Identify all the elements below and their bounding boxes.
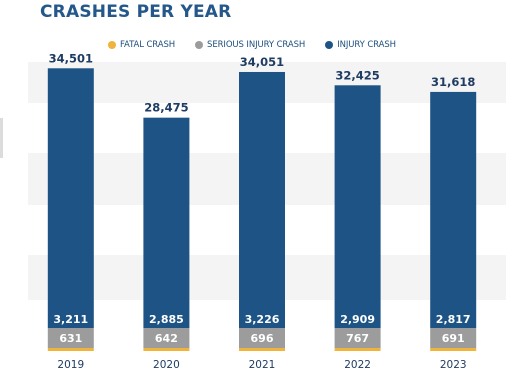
legend-swatch-serious — [195, 41, 204, 49]
injury-label-2022: 2,909 — [340, 313, 375, 326]
serious-label-2021: 696 — [251, 332, 274, 345]
serious-label-2022: 767 — [346, 332, 369, 345]
page-edge-mark — [0, 118, 3, 158]
bar-fatal-2023 — [430, 348, 477, 351]
legend-item-injury: INJURY CRASH — [325, 40, 396, 50]
x-tick-label-2023: 2023 — [440, 359, 467, 371]
legend-swatch-fatal — [108, 41, 116, 49]
total-label-2020: 28,475 — [144, 101, 188, 115]
bar-injury-2023 — [430, 91, 477, 329]
injury-label-2021: 3,226 — [245, 313, 280, 326]
legend-label-serious: SERIOUS INJURY CRASH — [207, 40, 306, 50]
bar-fatal-2019 — [47, 348, 94, 351]
serious-label-2019: 631 — [59, 332, 82, 345]
legend-item-fatal: FATAL CRASH — [108, 40, 175, 50]
legend-item-serious: SERIOUS INJURY CRASH — [195, 40, 305, 50]
injury-label-2023: 2,817 — [436, 313, 471, 326]
bar-injury-2020 — [143, 117, 190, 328]
bar-fatal-2021 — [239, 348, 285, 351]
bar-serious-2019 — [47, 328, 94, 348]
total-label-2021: 34,051 — [240, 55, 284, 69]
x-tick-label-2021: 2021 — [249, 359, 276, 371]
bar-injury-2022 — [334, 85, 381, 328]
bar-fatal-2022 — [334, 348, 381, 351]
bar-serious-2020 — [143, 328, 190, 348]
chart-title: CRASHES PER YEAR — [40, 2, 232, 22]
x-tick-label-2020: 2020 — [153, 359, 180, 371]
bar-injury-2019 — [47, 68, 94, 328]
total-label-2023: 31,618 — [431, 75, 475, 89]
injury-label-2019: 3,211 — [53, 313, 88, 326]
serious-label-2023: 691 — [442, 332, 465, 345]
legend-label-fatal: FATAL CRASH — [120, 40, 176, 50]
bar-serious-2021 — [239, 328, 285, 348]
x-tick-label-2019: 2019 — [57, 359, 84, 371]
x-tick-label-2022: 2022 — [344, 359, 371, 371]
total-label-2022: 32,425 — [335, 68, 379, 82]
total-label-2019: 34,501 — [49, 51, 93, 65]
bar-injury-2021 — [239, 71, 285, 328]
bar-fatal-2020 — [143, 348, 190, 351]
bar-serious-2022 — [334, 328, 381, 348]
legend: FATAL CRASH SERIOUS INJURY CRASH INJURY … — [108, 40, 396, 50]
injury-label-2020: 2,885 — [149, 313, 184, 326]
legend-label-injury: INJURY CRASH — [337, 40, 396, 50]
serious-label-2020: 642 — [155, 332, 178, 345]
bar-serious-2023 — [430, 328, 477, 348]
legend-swatch-injury — [325, 41, 334, 49]
